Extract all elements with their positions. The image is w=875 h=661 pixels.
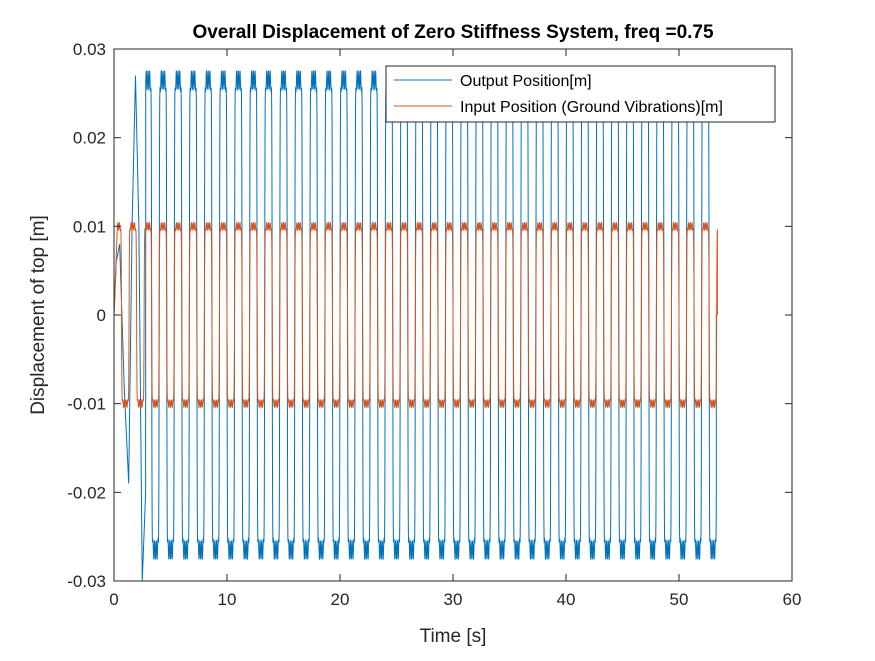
x-tick-label: 50 — [670, 590, 689, 609]
chart-title: Overall Displacement of Zero Stiffness S… — [192, 22, 714, 43]
x-tick-label: 10 — [218, 590, 237, 609]
x-tick-label: 30 — [444, 590, 463, 609]
y-tick-label: -0.02 — [67, 483, 106, 502]
y-tick-label: -0.01 — [67, 395, 106, 414]
x-tick-label: 0 — [109, 590, 118, 609]
series-line-input-position — [114, 221, 718, 409]
y-axis-label: Displacement of top [m] — [28, 215, 49, 415]
y-axis: -0.03 -0.02 -0.01 0 0.01 0.02 0.03 — [67, 40, 792, 591]
legend-entry-output: Output Position[m] — [460, 73, 592, 90]
x-tick-label: 60 — [783, 590, 802, 609]
y-tick-label: 0.03 — [73, 40, 106, 59]
series-layer — [114, 70, 718, 581]
legend-box — [385, 65, 776, 123]
y-tick-label: -0.03 — [67, 572, 106, 591]
x-tick-label: 20 — [331, 590, 350, 609]
legend: Output Position[m] Input Position (Groun… — [385, 65, 776, 123]
y-tick-label: 0 — [97, 306, 106, 325]
y-tick-label: 0.01 — [73, 217, 106, 236]
x-tick-label: 40 — [557, 590, 576, 609]
y-tick-label: 0.02 — [73, 129, 106, 148]
x-axis: 0 10 20 30 40 50 60 — [109, 49, 801, 609]
x-axis-label: Time [s] — [420, 626, 487, 647]
legend-entry-input: Input Position (Ground Vibrations)[m] — [460, 99, 723, 116]
